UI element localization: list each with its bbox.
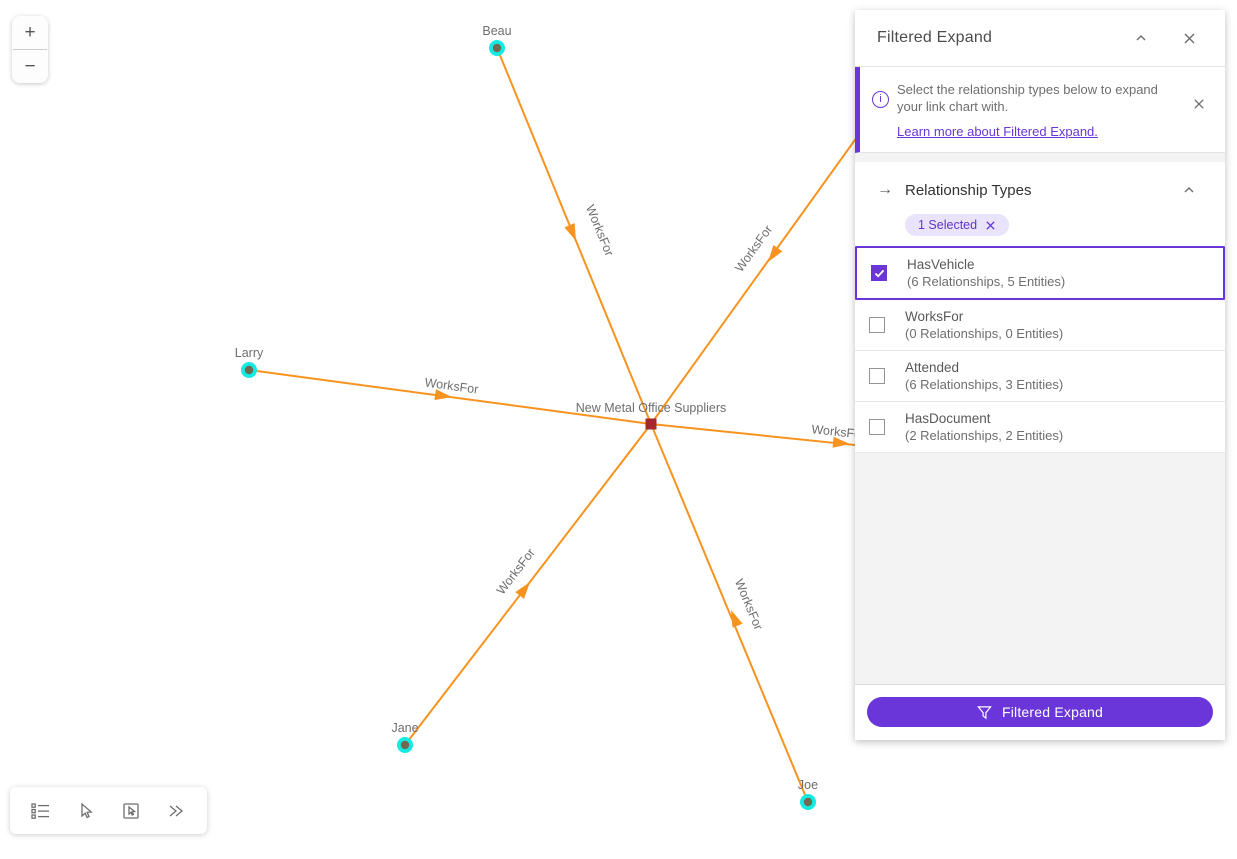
checkbox-checked[interactable] [871,265,887,281]
info-banner-text: Select the relationship types below to e… [897,82,1158,114]
relationship-type-list: HasVehicle (6 Relationships, 5 Entities)… [855,246,1225,453]
chevron-up-icon [1136,35,1146,41]
relationship-name: HasVehicle [907,257,975,272]
node-label: Jane [391,721,418,735]
check-icon [874,269,884,277]
checkbox-unchecked[interactable] [869,317,885,333]
relationship-row-worksfor[interactable]: WorksFor (0 Relationships, 0 Entities) [855,300,1225,351]
selected-badge-row: 1 Selected [855,208,1225,246]
close-icon [1194,99,1204,109]
relationship-detail: (2 Relationships, 2 Entities) [905,428,1064,443]
relationship-arrow-icon: → [877,181,893,198]
entity-node[interactable] [492,43,502,53]
edge-label: WorksFor [494,546,538,597]
edge-arrow-icon [564,223,576,241]
panel-header: Filtered Expand [855,10,1225,67]
selected-count-badge[interactable]: 1 Selected [905,214,1010,236]
chart-toolbar [10,787,207,834]
info-banner: i Select the relationship types below to… [855,67,1225,153]
panel-footer: Filtered Expand [855,684,1225,740]
edge-label: WorksFor [732,223,775,275]
collapse-panel-button[interactable] [1127,24,1155,52]
zoom-in-button[interactable]: + [24,21,36,43]
edge-label: WorksFor [583,203,616,258]
node-label: Joe [798,778,818,792]
entity-node[interactable] [400,740,410,750]
node-label: Beau [482,24,511,38]
relationship-name: Attended [905,360,960,375]
edge-arrow-icon [434,389,452,401]
box-select-icon[interactable] [115,795,147,827]
entity-node[interactable] [803,797,813,807]
chevron-up-icon [1184,187,1194,193]
relationship-name: WorksFor [905,309,964,324]
collapse-section-button[interactable] [1175,176,1203,204]
pointer-select-icon[interactable] [70,795,102,827]
divider [855,153,1225,162]
edge-arrow-icon [768,244,783,262]
panel-title: Filtered Expand [877,29,993,46]
relationship-row-hasvehicle[interactable]: HasVehicle (6 Relationships, 5 Entities) [855,246,1225,300]
relationship-row-attended[interactable]: Attended (6 Relationships, 3 Entities) [855,351,1225,402]
legend-list-icon[interactable] [25,795,57,827]
filtered-expand-button[interactable]: Filtered Expand [867,697,1213,727]
zoom-out-button[interactable]: − [24,55,36,77]
edge-arrow-icon [515,582,530,599]
panel-filler [855,453,1225,684]
relationship-types-section-header[interactable]: → Relationship Types [855,162,1225,208]
relationship-name: HasDocument [905,411,991,426]
edge-arrow-icon [731,610,743,628]
expand-double-chevron-icon[interactable] [160,795,192,827]
learn-more-link[interactable]: Learn more about Filtered Expand. [897,124,1098,139]
dismiss-banner-button[interactable] [1185,90,1213,118]
divider [13,49,47,50]
relationship-detail: (6 Relationships, 3 Entities) [905,377,1064,392]
section-title: Relationship Types [905,181,1032,199]
center-entity-node[interactable] [645,418,657,430]
checkbox-unchecked[interactable] [869,368,885,384]
info-icon: i [872,91,889,108]
graph-edge[interactable] [650,423,809,803]
relationship-row-hasdocument[interactable]: HasDocument (2 Relationships, 2 Entities… [855,402,1225,453]
node-label: Larry [235,346,264,360]
close-icon [1184,33,1194,43]
center-node-label: New Metal Office Suppliers [576,401,727,415]
zoom-controls: + − [12,16,48,83]
filter-funnel-icon [977,705,992,719]
relationship-detail: (0 Relationships, 0 Entities) [905,326,1064,341]
edge-arrow-icon [832,436,850,448]
clear-selection-icon[interactable] [985,220,996,231]
edge-label: WorksFor [811,422,866,441]
edge-label: WorksFor [424,375,479,396]
filtered-expand-panel: Filtered Expand i Select the relationshi… [855,10,1225,740]
entity-node[interactable] [244,365,254,375]
close-panel-button[interactable] [1175,24,1203,52]
relationship-detail: (6 Relationships, 5 Entities) [907,274,1066,289]
checkbox-unchecked[interactable] [869,419,885,435]
